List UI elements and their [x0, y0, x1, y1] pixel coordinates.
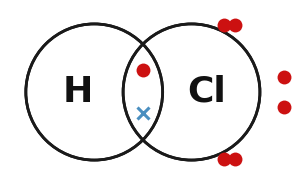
- Point: [282, 105, 287, 108]
- Text: H: H: [62, 75, 93, 109]
- Point: [222, 158, 227, 161]
- Point: [222, 23, 227, 26]
- Point: [282, 76, 287, 79]
- Ellipse shape: [26, 24, 163, 160]
- Point: [233, 23, 237, 26]
- Point: [233, 158, 237, 161]
- Point: [141, 68, 146, 71]
- Ellipse shape: [123, 24, 260, 160]
- Text: Cl: Cl: [187, 75, 226, 109]
